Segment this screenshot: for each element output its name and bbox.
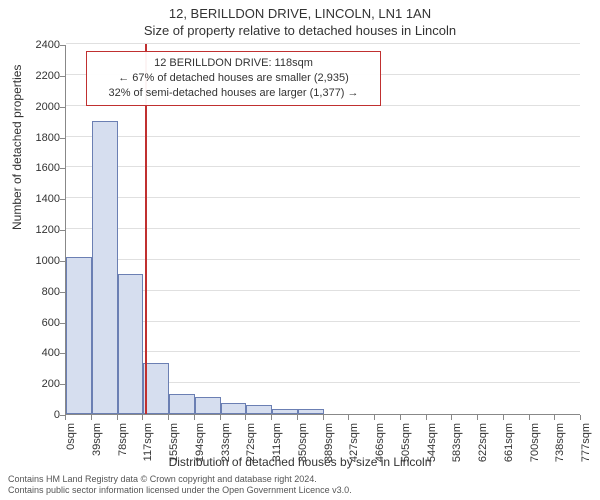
chart-container: 12, BERILLDON DRIVE, LINCOLN, LN1 1AN Si…: [0, 0, 600, 500]
x-tick-mark: [426, 415, 427, 420]
histogram-bar: [118, 274, 144, 414]
histogram-bar: [169, 394, 195, 414]
x-tick-mark: [142, 415, 143, 420]
histogram-bar: [221, 403, 247, 414]
y-tick-label: 2000: [10, 101, 60, 113]
x-tick-mark: [477, 415, 478, 420]
x-tick-label: 661sqm: [503, 423, 515, 483]
x-tick-mark: [65, 415, 66, 420]
histogram-bar: [298, 409, 324, 414]
x-tick-mark: [374, 415, 375, 420]
chart-title-main: 12, BERILLDON DRIVE, LINCOLN, LN1 1AN: [0, 6, 600, 21]
annotation-box: 12 BERILLDON DRIVE: 118sqm ← 67% of deta…: [86, 51, 381, 106]
y-tick-label: 1400: [10, 193, 60, 205]
x-tick-mark: [168, 415, 169, 420]
y-tick-label: 1200: [10, 224, 60, 236]
x-tick-mark: [580, 415, 581, 420]
x-tick-mark: [323, 415, 324, 420]
y-tick-label: 1600: [10, 162, 60, 174]
x-tick-mark: [554, 415, 555, 420]
x-tick-label: 777sqm: [580, 423, 592, 483]
annotation-line3: 32% of semi-detached houses are larger (…: [95, 86, 372, 101]
y-tick-label: 0: [10, 409, 60, 421]
x-tick-label: 466sqm: [374, 423, 386, 483]
x-tick-mark: [245, 415, 246, 420]
x-tick-label: 583sqm: [451, 423, 463, 483]
histogram-bar: [195, 397, 221, 414]
x-tick-label: 622sqm: [477, 423, 489, 483]
x-tick-label: 700sqm: [529, 423, 541, 483]
y-tick-label: 1000: [10, 255, 60, 267]
chart-title-sub: Size of property relative to detached ho…: [0, 23, 600, 38]
gridline: [66, 166, 580, 167]
x-tick-label: 738sqm: [554, 423, 566, 483]
y-tick-label: 600: [10, 317, 60, 329]
y-axis-label: Number of detached properties: [10, 65, 24, 230]
x-tick-mark: [220, 415, 221, 420]
footer-line2: Contains public sector information licen…: [8, 485, 352, 496]
footer-attribution: Contains HM Land Registry data © Crown c…: [8, 474, 352, 496]
gridline: [66, 197, 580, 198]
histogram-bar: [143, 363, 169, 414]
y-tick-label: 2200: [10, 70, 60, 82]
y-tick-label: 2400: [10, 39, 60, 51]
x-tick-mark: [91, 415, 92, 420]
x-tick-label: 544sqm: [426, 423, 438, 483]
x-tick-mark: [117, 415, 118, 420]
x-tick-mark: [297, 415, 298, 420]
x-axis-label: Distribution of detached houses by size …: [0, 455, 600, 469]
annotation-line1: 12 BERILLDON DRIVE: 118sqm: [95, 56, 372, 71]
histogram-bar: [92, 121, 118, 414]
histogram-bar: [246, 405, 272, 414]
histogram-bar: [66, 257, 92, 414]
histogram-bar: [272, 409, 298, 414]
plot-area: 12 BERILLDON DRIVE: 118sqm ← 67% of deta…: [65, 45, 580, 415]
y-tick-label: 800: [10, 286, 60, 298]
x-tick-mark: [529, 415, 530, 420]
y-tick-label: 1800: [10, 132, 60, 144]
x-tick-mark: [503, 415, 504, 420]
x-tick-mark: [271, 415, 272, 420]
y-tick-label: 400: [10, 347, 60, 359]
x-tick-mark: [348, 415, 349, 420]
x-tick-mark: [194, 415, 195, 420]
x-tick-mark: [451, 415, 452, 420]
gridline: [66, 259, 580, 260]
annotation-line2: ← 67% of detached houses are smaller (2,…: [95, 71, 372, 86]
y-tick-label: 200: [10, 378, 60, 390]
gridline: [66, 136, 580, 137]
x-tick-label: 505sqm: [400, 423, 412, 483]
footer-line1: Contains HM Land Registry data © Crown c…: [8, 474, 352, 485]
x-tick-mark: [400, 415, 401, 420]
gridline: [66, 43, 580, 44]
gridline: [66, 228, 580, 229]
